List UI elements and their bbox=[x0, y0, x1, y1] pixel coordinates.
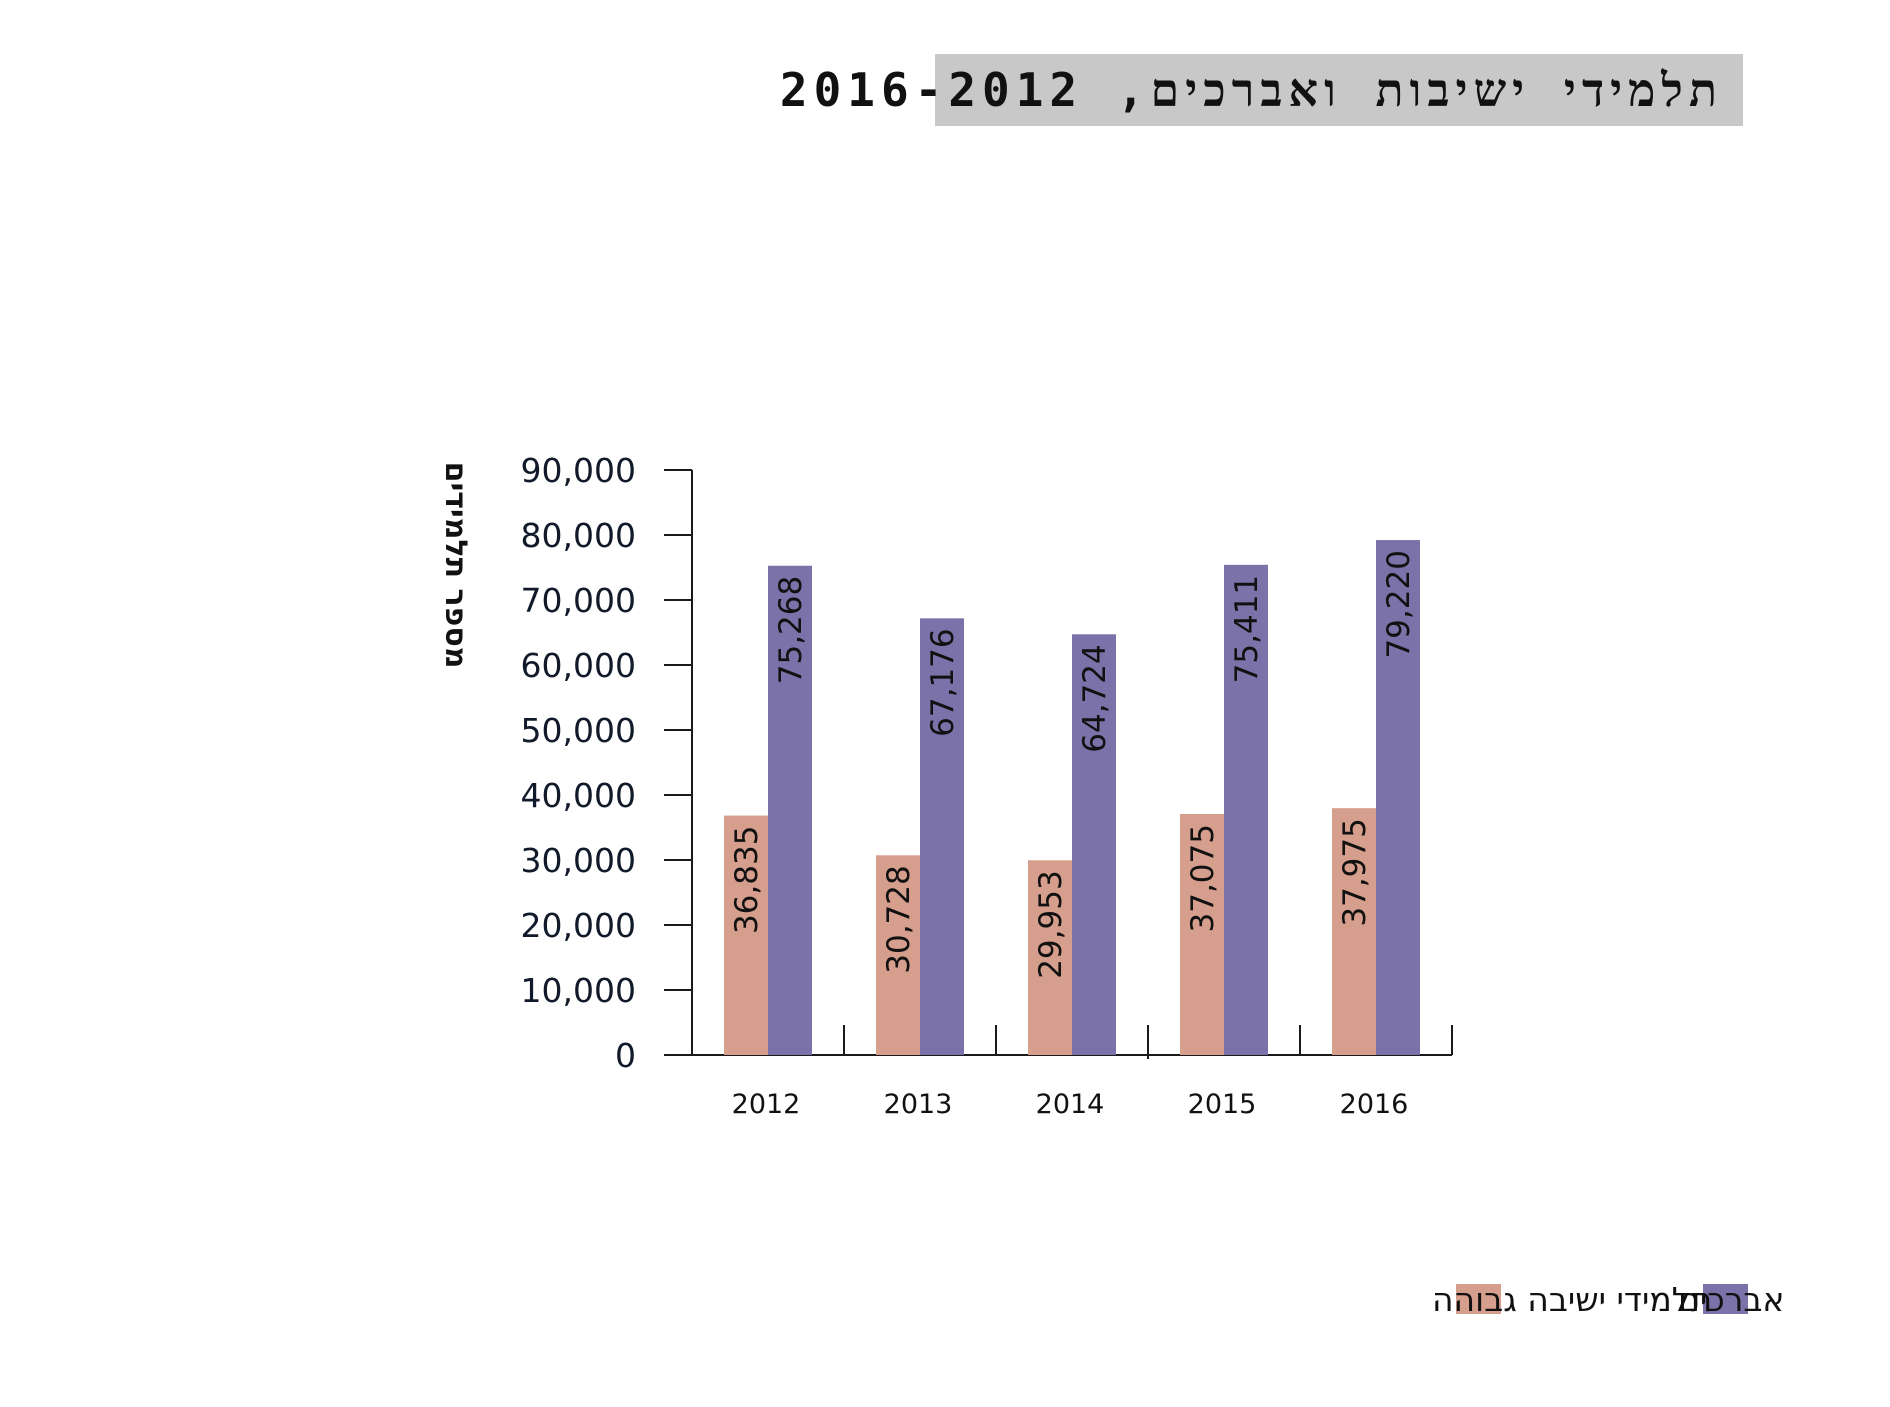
y-tick-label: 70,000 bbox=[521, 581, 636, 620]
bars bbox=[724, 540, 1420, 1055]
bar-yeshiva bbox=[1028, 860, 1072, 1055]
data-labels: 36,835 75,268 30,728 67,176 29,953 64,724 37,0… bbox=[729, 550, 1417, 979]
bar-avrechim bbox=[920, 618, 964, 1055]
bar-yeshiva bbox=[1180, 814, 1224, 1055]
chart-title-box: תלמידי ישיבות ואברכים, 2016-2012 bbox=[780, 54, 1743, 126]
x-tick-label: 2014 bbox=[1036, 1089, 1105, 1120]
data-label-avrechim: 75,411 bbox=[1229, 575, 1265, 683]
y-tick-label: 50,000 bbox=[521, 711, 636, 750]
x-tick-label: 2012 bbox=[732, 1089, 801, 1120]
data-label-yeshiva: 30,728 bbox=[881, 865, 917, 973]
axes: 0 10,000 20,000 30,000 40,000 50,000 60,000 70,… bbox=[438, 451, 1453, 1120]
y-tick-label: 40,000 bbox=[521, 776, 636, 815]
legend-swatch-avrechim bbox=[1703, 1284, 1748, 1314]
y-axis-title: מספר תלמידים bbox=[438, 462, 473, 669]
y-tick-label: 20,000 bbox=[521, 906, 636, 945]
y-tick-label: 10,000 bbox=[521, 971, 636, 1010]
data-label-yeshiva: 37,975 bbox=[1337, 818, 1373, 926]
x-tick-label: 2015 bbox=[1188, 1089, 1257, 1120]
y-tick-label: 80,000 bbox=[521, 516, 636, 555]
x-tick-label: 2016 bbox=[1340, 1089, 1409, 1120]
data-label-yeshiva: 37,075 bbox=[1185, 824, 1221, 932]
bar-yeshiva bbox=[1332, 808, 1376, 1055]
bar-avrechim bbox=[768, 565, 812, 1055]
chart-title: תלמידי ישיבות ואברכים, 2016-2012 bbox=[779, 63, 1723, 117]
data-label-avrechim: 79,220 bbox=[1381, 550, 1417, 658]
y-tick-label: 60,000 bbox=[521, 646, 636, 685]
bar-avrechim bbox=[1072, 634, 1116, 1055]
x-tick-label: 2013 bbox=[884, 1089, 953, 1120]
data-label-yeshiva: 29,953 bbox=[1033, 870, 1069, 978]
y-tick-label: 90,000 bbox=[521, 451, 636, 490]
data-label-yeshiva: 36,835 bbox=[729, 826, 765, 934]
legend-label-yeshiva: תלמידי ישיבה גבוהה bbox=[1432, 1280, 1712, 1319]
bar-avrechim bbox=[1376, 540, 1420, 1055]
y-tick-label: 30,000 bbox=[521, 841, 636, 880]
legend-swatch-yeshiva bbox=[1456, 1284, 1501, 1314]
bar-avrechim bbox=[1224, 564, 1268, 1055]
y-tick-label: 0 bbox=[615, 1036, 636, 1075]
bar-yeshiva bbox=[724, 815, 768, 1055]
bar-yeshiva bbox=[876, 855, 920, 1055]
data-label-avrechim: 67,176 bbox=[925, 628, 961, 736]
legend-label-avrechim: אברכים bbox=[1678, 1280, 1785, 1319]
data-label-avrechim: 75,268 bbox=[773, 576, 809, 684]
data-label-avrechim: 64,724 bbox=[1077, 644, 1113, 752]
